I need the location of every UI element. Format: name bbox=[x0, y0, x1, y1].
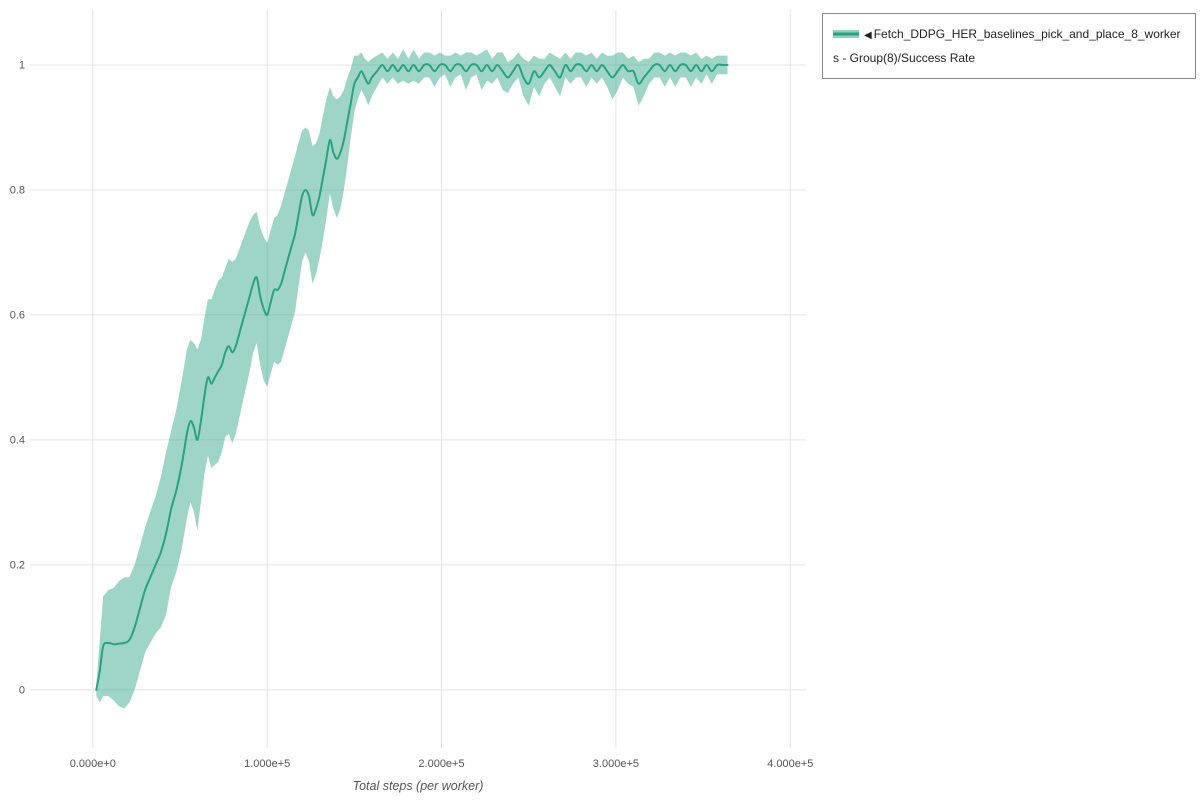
svg-text:2.000e+5: 2.000e+5 bbox=[418, 758, 464, 770]
svg-text:3.000e+5: 3.000e+5 bbox=[593, 758, 639, 770]
confidence-band bbox=[96, 49, 728, 709]
legend-collapse-icon[interactable]: ◀ bbox=[864, 30, 872, 41]
svg-text:0.8: 0.8 bbox=[10, 185, 25, 197]
legend[interactable]: ◀ Fetch_DDPG_HER_baselines_pick_and_place… bbox=[822, 13, 1196, 79]
svg-text:0.4: 0.4 bbox=[10, 434, 25, 446]
legend-series-label: Fetch_DDPG_HER_baselines_pick_and_place_… bbox=[833, 27, 1181, 65]
mean-line bbox=[95, 63, 729, 691]
svg-text:0.000e+0: 0.000e+0 bbox=[70, 758, 116, 770]
legend-series-swatch bbox=[833, 30, 859, 38]
svg-text:0: 0 bbox=[19, 684, 25, 696]
svg-text:1: 1 bbox=[19, 60, 25, 72]
svg-text:1.000e+5: 1.000e+5 bbox=[244, 758, 290, 770]
svg-text:0.6: 0.6 bbox=[10, 309, 25, 321]
svg-text:0.2: 0.2 bbox=[10, 559, 25, 571]
legend-line-swatch bbox=[833, 32, 859, 36]
svg-text:4.000e+5: 4.000e+5 bbox=[767, 758, 813, 770]
svg-text:Total steps (per worker): Total steps (per worker) bbox=[353, 779, 484, 793]
